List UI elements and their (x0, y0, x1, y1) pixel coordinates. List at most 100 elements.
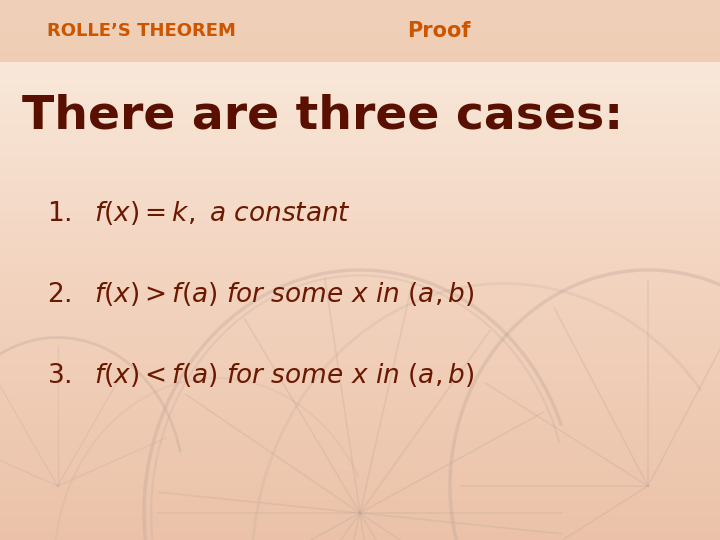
Bar (0, 467, 720, 470)
Bar (0, 100, 720, 103)
Bar (0, 57, 720, 59)
Bar (0, 122, 720, 124)
Bar (0, 251, 720, 254)
Bar (0, 451, 720, 454)
Bar (0, 505, 720, 508)
Bar (0, 413, 720, 416)
Bar (0, 243, 720, 246)
Bar (0, 289, 720, 292)
Bar (0, 378, 720, 381)
Bar (0, 19, 720, 22)
Bar (0, 375, 720, 378)
Bar (0, 221, 720, 224)
Bar (0, 313, 720, 316)
Bar (0, 103, 720, 105)
Bar (0, 310, 720, 313)
Bar (0, 159, 720, 162)
Bar (0, 5, 720, 8)
Bar (0, 402, 720, 405)
Bar (0, 165, 720, 167)
Bar (0, 22, 720, 24)
Bar (0, 32, 720, 35)
Bar (0, 230, 720, 232)
Bar (0, 256, 720, 259)
Text: $3.$  $f(x) < f(a)$ for some $x$ in $(a, b)$: $3.$ $f(x) < f(a)$ for some $x$ in $(a, … (47, 361, 474, 389)
Bar (0, 440, 720, 443)
Bar (0, 65, 720, 68)
Bar (0, 40, 720, 43)
Bar (0, 178, 720, 181)
Bar (0, 162, 720, 165)
Bar (0, 238, 720, 240)
Bar (0, 0, 720, 62)
Bar (0, 389, 720, 392)
Bar (0, 437, 720, 440)
Bar (0, 319, 720, 321)
Bar (0, 367, 720, 370)
Bar (0, 327, 720, 329)
Bar (0, 421, 720, 424)
Bar (0, 362, 720, 364)
Bar (0, 173, 720, 176)
Bar (0, 135, 720, 138)
Bar (0, 472, 720, 475)
Bar (0, 335, 720, 338)
Bar (0, 73, 720, 76)
Bar (0, 105, 720, 108)
Bar (0, 35, 720, 38)
Bar (0, 454, 720, 456)
Bar (0, 70, 720, 73)
Bar (0, 30, 720, 32)
Bar (0, 16, 720, 19)
Bar (0, 176, 720, 178)
Bar (0, 97, 720, 100)
Bar (0, 351, 720, 354)
Bar (0, 400, 720, 402)
Bar (0, 208, 720, 211)
Bar (0, 224, 720, 227)
Bar (0, 11, 720, 14)
Bar (0, 189, 720, 192)
Bar (0, 78, 720, 81)
Bar (0, 316, 720, 319)
Text: $2.$  $f(x) > f(a)$ for some $x$ in $(a, b)$: $2.$ $f(x) > f(a)$ for some $x$ in $(a, … (47, 280, 474, 308)
Bar (0, 84, 720, 86)
Bar (0, 300, 720, 302)
Bar (0, 167, 720, 170)
Bar (0, 192, 720, 194)
Text: ROLLE’S THEOREM: ROLLE’S THEOREM (47, 22, 235, 40)
Bar (0, 197, 720, 200)
Bar (0, 529, 720, 532)
Bar (0, 8, 720, 11)
Bar (0, 262, 720, 265)
Text: Proof: Proof (407, 21, 470, 41)
Bar (0, 24, 720, 27)
Bar (0, 143, 720, 146)
Bar (0, 370, 720, 373)
Bar (0, 265, 720, 267)
Bar (0, 181, 720, 184)
Bar (0, 108, 720, 111)
Bar (0, 489, 720, 491)
Bar (0, 94, 720, 97)
Bar (0, 459, 720, 462)
Bar (0, 246, 720, 248)
Bar (0, 275, 720, 278)
Bar (0, 526, 720, 529)
Bar (0, 116, 720, 119)
Bar (0, 89, 720, 92)
Bar (0, 532, 720, 535)
Bar (0, 138, 720, 140)
Bar (0, 397, 720, 400)
Bar (0, 373, 720, 375)
Bar (0, 127, 720, 130)
Bar (0, 340, 720, 343)
Bar (0, 3, 720, 5)
Bar (0, 76, 720, 78)
Bar (0, 483, 720, 486)
Bar (0, 354, 720, 356)
Bar (0, 408, 720, 410)
Bar (0, 148, 720, 151)
Bar (0, 186, 720, 189)
Bar (0, 305, 720, 308)
